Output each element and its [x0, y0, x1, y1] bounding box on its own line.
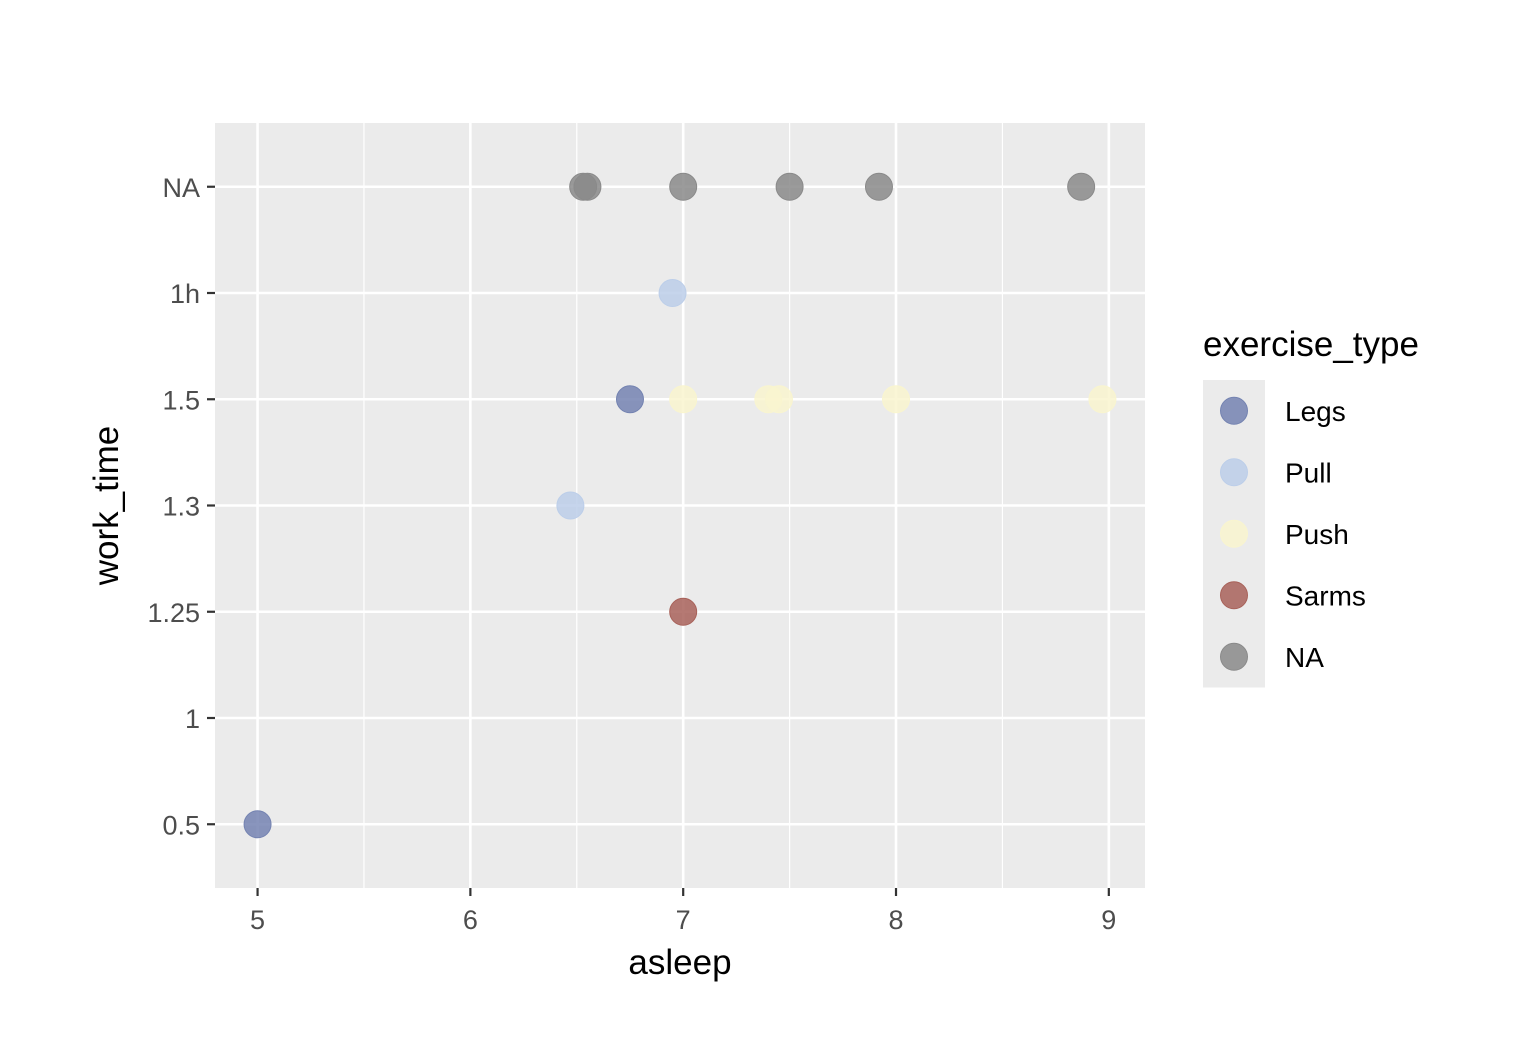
legend-key-sarms: [1220, 581, 1248, 610]
data-point-na: [864, 172, 893, 201]
y-axis: 0.5 1 1.25 1.3 1.5 1h NA: [147, 173, 215, 840]
legend: exercise_type Legs Pull Push Sarms NA: [1203, 325, 1419, 688]
legend-label-legs: Legs: [1285, 396, 1346, 427]
x-tick-label: 8: [888, 905, 903, 935]
data-point-sarms: [669, 597, 698, 626]
x-tick-label: 6: [463, 905, 478, 935]
x-tick-label: 5: [250, 905, 265, 935]
y-tick-label: 1.25: [147, 598, 200, 628]
y-tick-label: 1h: [170, 279, 200, 309]
data-point-push: [764, 385, 793, 414]
legend-title: exercise_type: [1203, 325, 1419, 364]
data-point-pull: [556, 491, 585, 520]
x-axis-title: asleep: [628, 943, 731, 982]
data-point-na: [1067, 172, 1096, 201]
data-point-push: [882, 385, 911, 414]
legend-label-na: NA: [1285, 642, 1324, 673]
y-axis-title: work_time: [87, 426, 126, 586]
y-tick-label: 0.5: [162, 810, 200, 840]
legend-label-sarms: Sarms: [1285, 580, 1366, 611]
data-point-na: [775, 172, 804, 201]
data-point-na: [669, 172, 698, 201]
data-points: [243, 172, 1117, 839]
data-point-legs: [243, 810, 272, 839]
legend-label-push: Push: [1285, 519, 1349, 550]
legend-entries: Legs Pull Push Sarms NA: [1220, 396, 1366, 673]
x-tick-label: 9: [1101, 905, 1116, 935]
data-point-push: [1088, 385, 1117, 414]
legend-key-legs: [1220, 396, 1248, 425]
x-tick-label: 7: [676, 905, 691, 935]
y-tick-label: 1.3: [162, 492, 200, 522]
legend-key-pull: [1220, 458, 1248, 487]
legend-key-push: [1220, 519, 1248, 548]
legend-label-pull: Pull: [1285, 457, 1332, 488]
data-point-na: [573, 172, 602, 201]
y-tick-label: NA: [162, 173, 200, 203]
data-point-push: [669, 385, 698, 414]
y-tick-label: 1.5: [162, 385, 200, 415]
legend-key-na: [1220, 642, 1248, 671]
y-tick-label: 1: [185, 704, 200, 734]
x-axis: 5 6 7 8 9: [250, 888, 1116, 935]
data-point-pull: [658, 279, 687, 307]
data-point-legs: [615, 385, 644, 414]
